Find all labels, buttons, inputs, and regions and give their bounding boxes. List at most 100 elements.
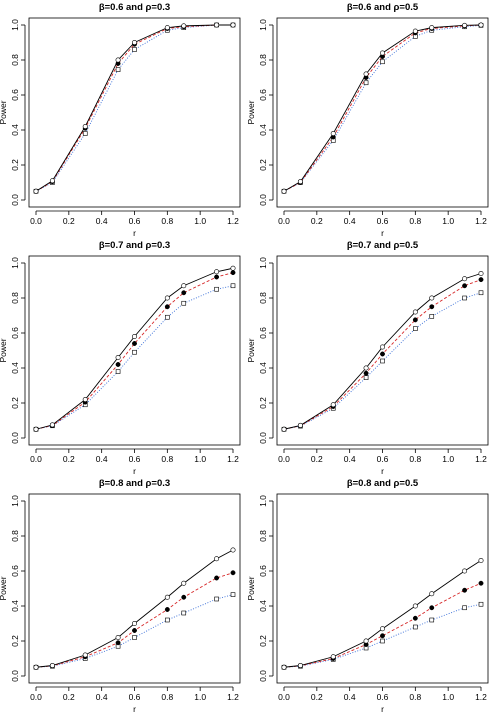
chart-panel-6: β=0.8 and ρ=0.5 0.0 0.2 0.4 0.6 0.8 1.0 1.2 r 0.0… [246,478,489,714]
series-3-point [230,283,236,289]
x-tick-label: 0.2 [311,454,323,464]
x-tick-label: 1.2 [227,216,239,226]
x-tick-label: 0.2 [63,216,75,226]
series-1-point [82,124,88,130]
series-2-point [181,594,187,600]
series-1-point [214,556,220,562]
x-tick-label: 0.2 [63,454,75,464]
x-tick-label: 0.6 [129,454,141,464]
series-2-point [164,304,170,310]
series-1-point [478,22,484,28]
series-3-point [181,610,187,616]
series-3-point [363,375,369,380]
series-1-point [363,638,369,644]
y-tick-label: 0.6 [10,89,20,101]
x-tick-label: 0.2 [63,692,75,702]
y-tick-label: 0.0 [10,194,20,206]
series-line-3 [283,603,482,668]
series-3-point [380,358,385,364]
series-2-point [462,283,468,289]
series-1-point [115,635,121,641]
series-1-point [230,22,236,28]
series-1-point [380,344,386,350]
x-tick-label: 0.6 [129,692,141,702]
x-tick-label: 1.2 [475,216,487,226]
series-1-point [214,269,220,275]
x-tick-label: 1.2 [227,454,239,464]
series-1-point [49,422,55,428]
y-tick-label: 0.8 [10,54,20,66]
x-tick-label: 0.4 [344,216,356,226]
y-axis-label: Power [0,576,8,600]
series-1-point [33,188,39,194]
series-1-point [412,603,418,609]
series-3-point [132,635,137,640]
series-1-point [462,22,468,28]
series-2-point [230,270,236,276]
series-2-point [462,587,468,593]
series-1-point [132,39,138,45]
x-tick-label: 0.4 [344,692,356,702]
series-line-2 [35,572,234,668]
series-3-point [132,349,137,355]
chart-title: β=0.8 and ρ=0.3 [99,478,170,489]
y-axis-label: Power [0,338,8,362]
y-tick-label: 0.2 [10,397,20,409]
series-3-point [165,314,170,320]
y-tick-label: 0.2 [258,635,268,647]
x-tick-label: 1.0 [194,692,206,702]
series-2-point [429,304,435,310]
y-tick-label: 0.8 [258,292,268,304]
series-2-point [429,605,435,611]
x-tick-label: 1.2 [475,454,487,464]
y-tick-label: 0.4 [10,600,20,612]
series-1-point [49,178,55,184]
y-tick-label: 0.6 [258,565,268,577]
chart-title: β=0.8 and ρ=0.5 [347,478,419,489]
series-1-point [164,295,170,301]
series-3-point [380,638,385,644]
x-tick-label: 1.0 [442,454,454,464]
series-1-point [33,426,39,432]
series-3-point [165,617,170,623]
chart-panel-2: β=0.6 and ρ=0.5 0.0 0.2 0.4 0.6 0.8 1.0 1.2 r 0.0… [246,2,489,238]
series-1-point [115,355,121,361]
series-1-point [330,131,336,137]
x-tick-label: 0.6 [129,216,141,226]
series-1-point [429,25,435,31]
series-line-2 [283,582,482,668]
series-1-point [478,270,484,276]
y-tick-label: 0.4 [10,124,20,136]
chart-title: β=0.6 and ρ=0.5 [347,2,419,13]
series-1-point [281,426,287,432]
plot-frame [276,493,489,684]
series-2-point [214,274,220,280]
plot-frame [276,255,489,446]
series-1-point [281,664,287,670]
series-1-point [363,71,369,77]
series-3-point [132,47,137,52]
x-tick-label: 1.0 [194,454,206,464]
series-line-1 [283,560,482,668]
series-3-point [462,605,467,611]
series-3-point [413,624,418,630]
x-tick-label: 0.0 [278,692,290,702]
series-1-point [297,422,303,428]
series-2-point [115,362,121,367]
series-2-point [478,580,484,586]
x-tick-label: 0.8 [161,216,173,226]
y-tick-label: 0.0 [258,670,268,682]
y-tick-label: 1.0 [10,257,20,269]
y-tick-label: 0.8 [258,54,268,66]
series-2-point [363,370,369,376]
series-1-point [478,558,484,564]
series-1-point [412,309,418,315]
series-3-point [429,617,435,623]
series-1-point [330,402,336,408]
y-axis-label: Power [246,338,256,362]
series-2-point [132,628,137,633]
series-3-point [478,290,484,296]
series-1-point [33,664,39,670]
series-2-point [380,633,385,639]
